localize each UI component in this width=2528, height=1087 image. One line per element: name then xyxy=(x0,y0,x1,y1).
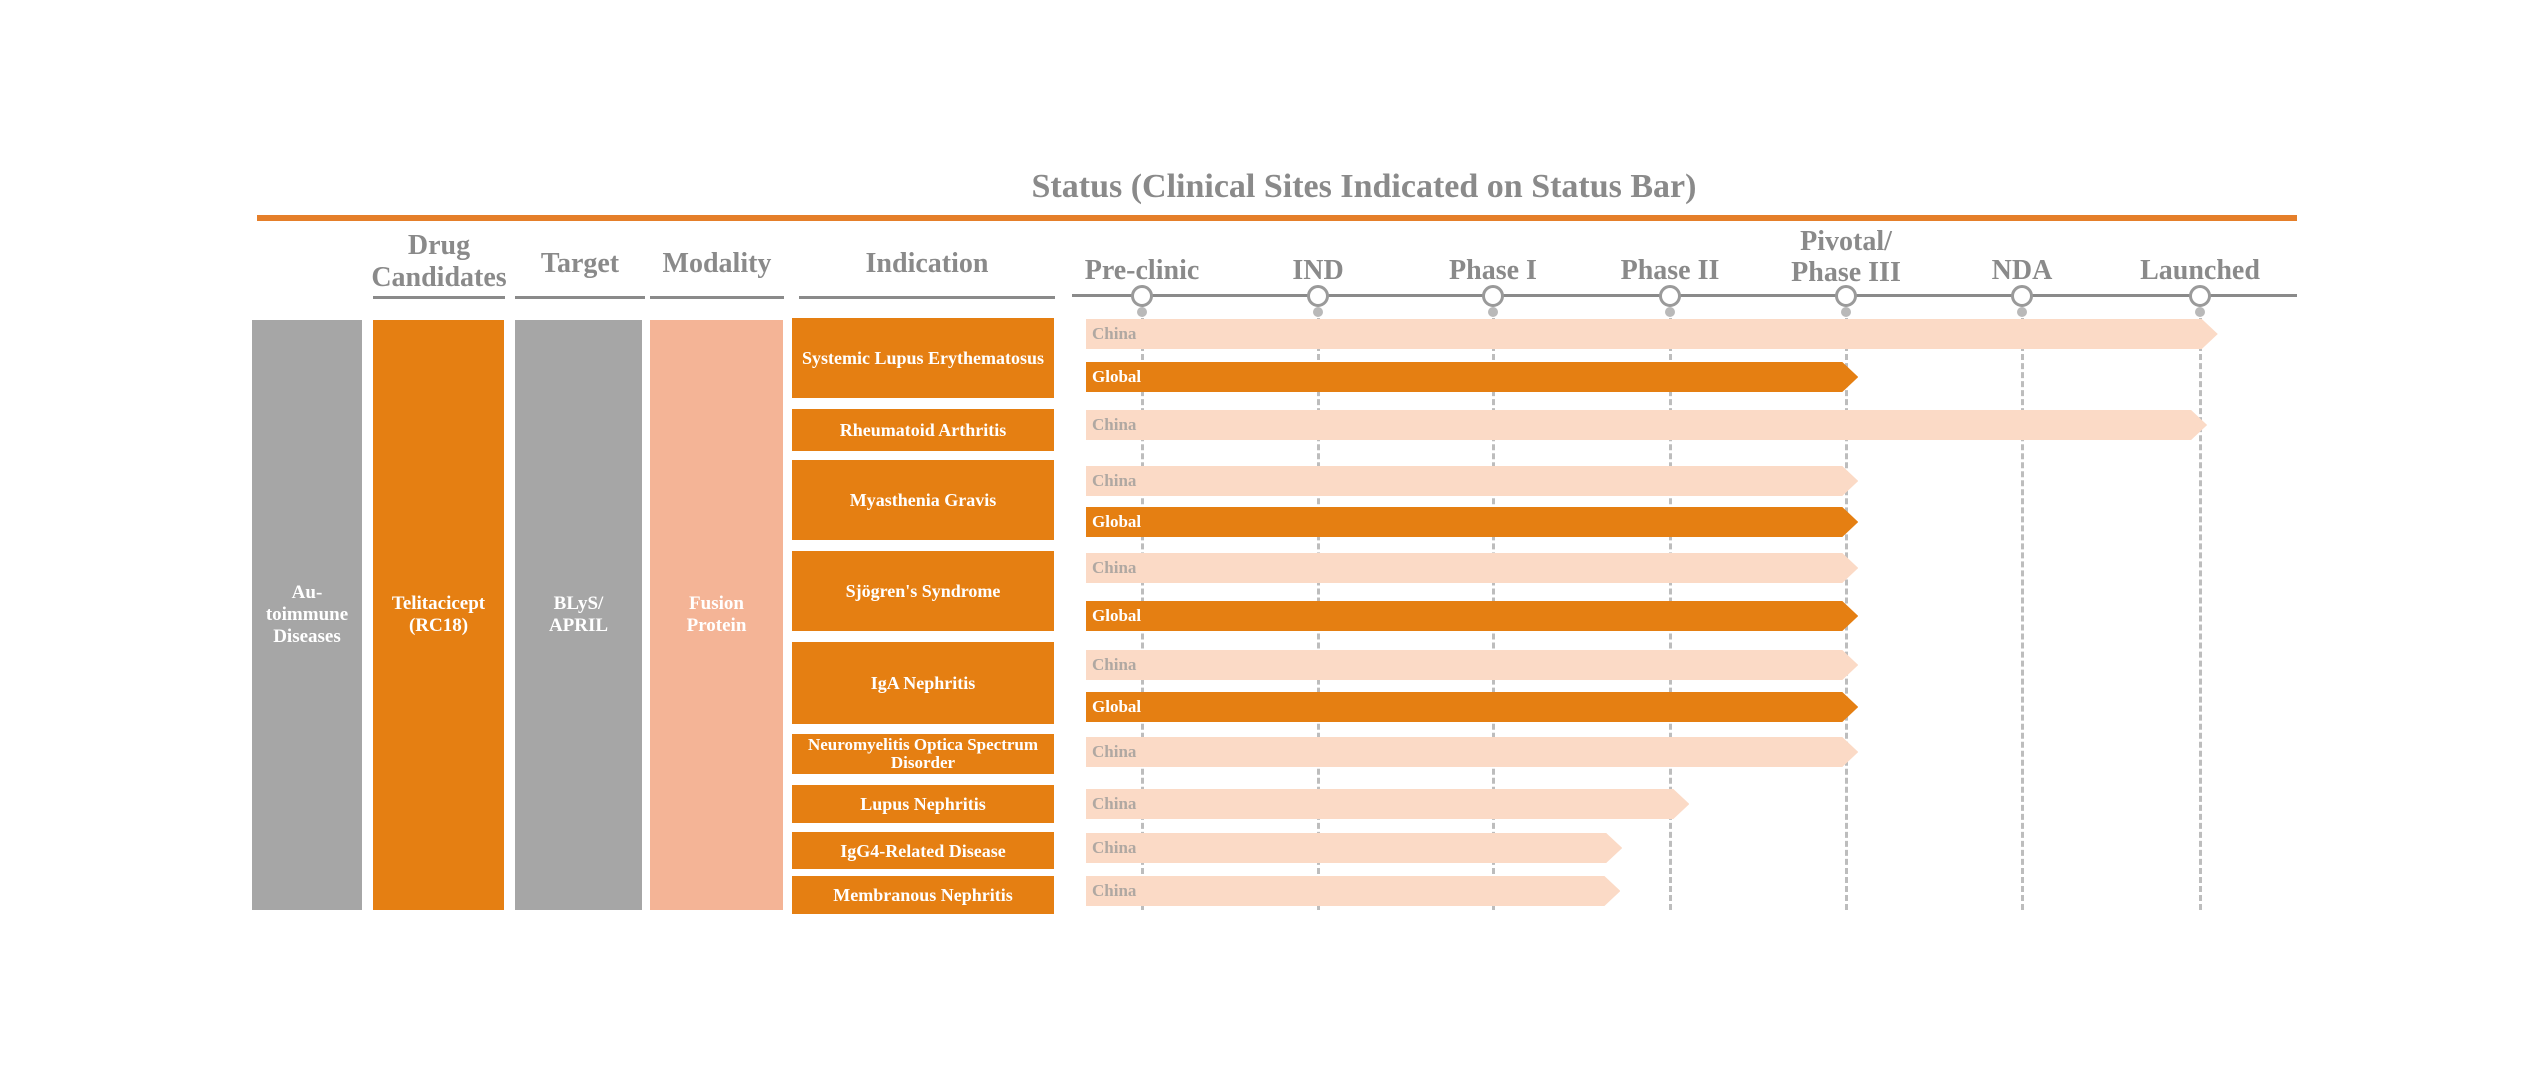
target-block: BLyS/ APRIL xyxy=(515,320,642,910)
stage-guide-line xyxy=(2021,318,2024,910)
status-bar-shape xyxy=(1086,507,1859,537)
status-bar-shape xyxy=(1086,466,1859,496)
indication-myasthenia-gravis: Myasthenia Gravis xyxy=(792,460,1054,540)
drug-candidate-block: Telitacicept (RC18) xyxy=(373,320,504,910)
indication-systemic-lupus: Systemic Lupus Erythematosus xyxy=(792,318,1054,398)
status-bar-arrow xyxy=(1086,692,1859,722)
status-bar-site-label: China xyxy=(1092,558,1137,577)
status-bar-shape xyxy=(1086,553,1859,583)
status-bar-site-label: China xyxy=(1092,415,1137,434)
stage-timeline xyxy=(1072,294,2297,297)
status-bar-arrow xyxy=(1086,650,1859,680)
status-bar-global: Global xyxy=(1086,362,1859,392)
status-bar-shape xyxy=(1086,410,2208,440)
page-title: Status (Clinical Sites Indicated on Stat… xyxy=(1031,168,1697,205)
stage-label: Phase II xyxy=(1620,255,1720,286)
status-bar-arrow xyxy=(1086,789,1690,819)
status-bar-site-label: China xyxy=(1092,471,1137,490)
status-bar-site-label: China xyxy=(1092,838,1137,857)
status-bar-china: China xyxy=(1086,410,2208,440)
status-bar-shape xyxy=(1086,833,1623,863)
status-bar-site-label: Global xyxy=(1092,606,1142,625)
status-bar-site-label: Global xyxy=(1092,697,1142,716)
stage-marker-dot xyxy=(1841,307,1851,317)
target-header-rule xyxy=(515,296,645,299)
status-bar-china: China xyxy=(1086,789,1690,819)
status-bar-site-label: China xyxy=(1092,655,1137,674)
status-bar-global: Global xyxy=(1086,507,1859,537)
stage-marker-dot xyxy=(1665,307,1675,317)
stage-marker-circle xyxy=(1307,285,1329,307)
indication-header-rule xyxy=(799,296,1055,299)
status-bar-china: China xyxy=(1086,833,1623,863)
status-bar-china: China xyxy=(1086,319,2218,349)
status-bar-site-label: Global xyxy=(1092,512,1142,531)
stage-marker-dot xyxy=(1313,307,1323,317)
modality-header: Modality xyxy=(662,248,772,279)
drug-header-rule xyxy=(373,296,505,299)
status-bar-global: Global xyxy=(1086,601,1859,631)
indication-membranous-nephritis: Membranous Nephritis xyxy=(792,876,1054,914)
status-bar-china: China xyxy=(1086,466,1859,496)
drug-candidates-header: Drug Candidates xyxy=(371,230,507,293)
status-bar-shape xyxy=(1086,319,2218,349)
status-bar-arrow xyxy=(1086,833,1623,863)
stage-marker-circle xyxy=(2011,285,2033,307)
indication-iga-nephritis: IgA Nephritis xyxy=(792,642,1054,724)
stage-label: NDA xyxy=(1991,255,2053,286)
stage-label: Phase I xyxy=(1449,255,1537,286)
status-bar-arrow xyxy=(1086,601,1859,631)
status-bar-arrow xyxy=(1086,466,1859,496)
stage-marker-dot xyxy=(1488,307,1498,317)
status-bar-site-label: China xyxy=(1092,324,1137,343)
status-bar-arrow xyxy=(1086,737,1859,767)
status-bar-global: Global xyxy=(1086,692,1859,722)
modality-block: Fusion Protein xyxy=(650,320,783,910)
stage-marker-circle xyxy=(1131,285,1153,307)
stage-label: Pre-clinic xyxy=(1084,255,1200,286)
status-bar-china: China xyxy=(1086,650,1859,680)
status-bar-china: China xyxy=(1086,737,1859,767)
indication-igg4-related: IgG4-Related Disease xyxy=(792,832,1054,869)
stage-marker-dot xyxy=(2195,307,2205,317)
stage-label: Pivotal/ Phase III xyxy=(1791,226,1901,288)
indication-lupus-nephritis: Lupus Nephritis xyxy=(792,785,1054,823)
stage-guide-line xyxy=(2199,318,2202,910)
status-bar-shape xyxy=(1086,362,1859,392)
status-bar-site-label: China xyxy=(1092,742,1137,761)
status-bar-site-label: Global xyxy=(1092,367,1142,386)
stage-marker-circle xyxy=(1482,285,1504,307)
status-bar-arrow xyxy=(1086,507,1859,537)
status-bar-site-label: China xyxy=(1092,881,1137,900)
status-bar-arrow xyxy=(1086,410,2208,440)
status-bar-china: China xyxy=(1086,876,1621,906)
status-bar-shape xyxy=(1086,650,1859,680)
therapeutic-area-block: Au- toimmune Diseases xyxy=(252,320,362,910)
status-bar-shape xyxy=(1086,876,1621,906)
status-bar-shape xyxy=(1086,601,1859,631)
status-bar-arrow xyxy=(1086,362,1859,392)
stage-marker-circle xyxy=(1835,285,1857,307)
target-header: Target xyxy=(540,248,620,279)
stage-label: IND xyxy=(1292,255,1344,286)
stage-marker-circle xyxy=(2189,285,2211,307)
status-bar-shape xyxy=(1086,737,1859,767)
status-bar-china: China xyxy=(1086,553,1859,583)
status-bar-shape xyxy=(1086,789,1690,819)
status-bar-arrow xyxy=(1086,553,1859,583)
modality-header-rule xyxy=(650,296,784,299)
indication-header: Indication xyxy=(865,248,989,279)
stage-marker-circle xyxy=(1659,285,1681,307)
stage-label: Launched xyxy=(2140,255,2260,286)
status-bar-site-label: China xyxy=(1092,794,1137,813)
stage-marker-dot xyxy=(2017,307,2027,317)
indication-neuromyelitis: Neuromyelitis Optica Spectrum Disorder xyxy=(792,734,1054,774)
status-bar-arrow xyxy=(1086,319,2218,349)
indication-sjogrens-syndrome: Sjögren's Syndrome xyxy=(792,551,1054,631)
indication-rheumatoid-arthritis: Rheumatoid Arthritis xyxy=(792,409,1054,451)
title-rule xyxy=(257,215,2297,221)
status-bar-arrow xyxy=(1086,876,1621,906)
stage-marker-dot xyxy=(1137,307,1147,317)
status-bar-shape xyxy=(1086,692,1859,722)
